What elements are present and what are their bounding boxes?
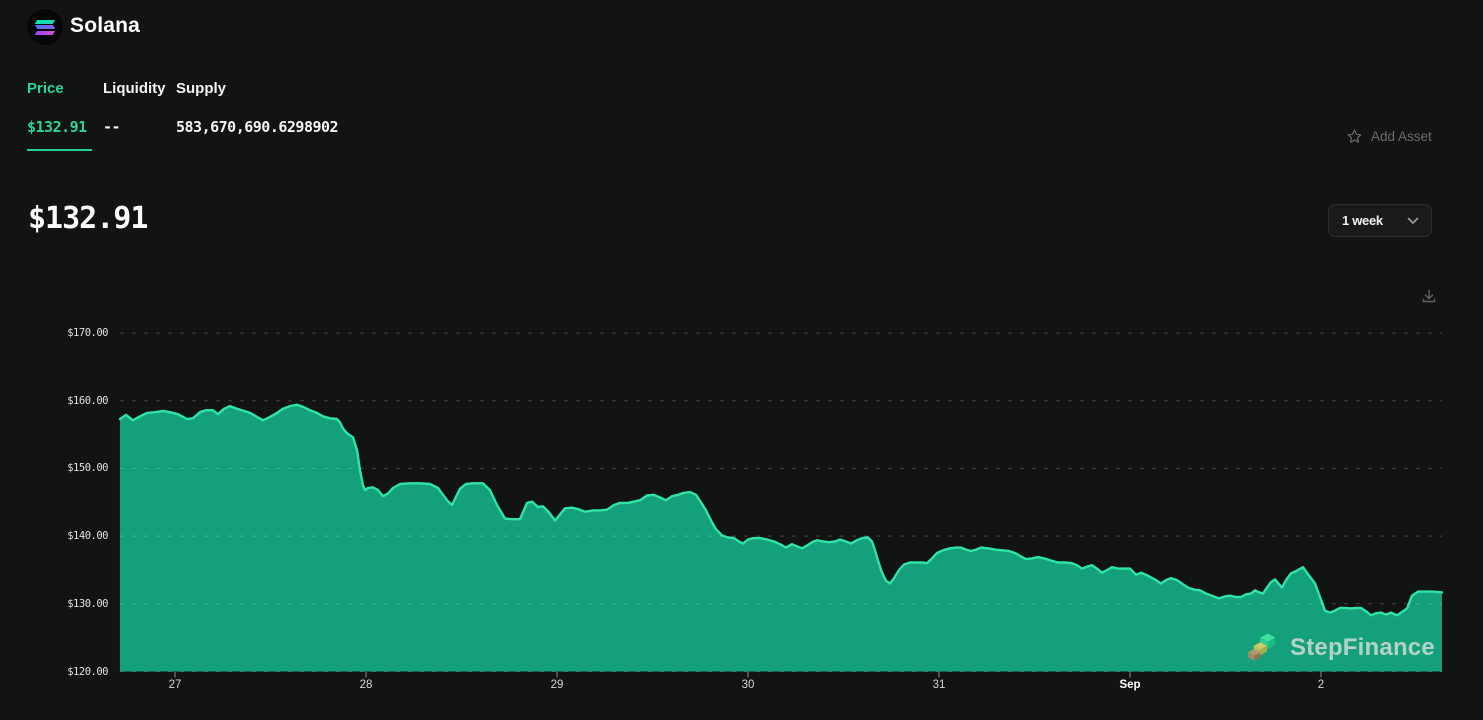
y-axis-label: $120.00 xyxy=(67,665,108,678)
x-axis-label: 29 xyxy=(550,679,564,691)
liquidity-stat-value: -- xyxy=(103,118,121,136)
x-axis-label: 27 xyxy=(168,679,182,691)
download-icon xyxy=(1422,289,1436,303)
time-range-value: 1 week xyxy=(1342,213,1383,228)
stepfinance-watermark: StepFinance xyxy=(1248,630,1435,665)
solana-logo-bar xyxy=(34,25,56,29)
stepfinance-logo-icon xyxy=(1248,633,1276,661)
y-axis-label: $150.00 xyxy=(67,462,108,475)
tab-supply[interactable]: Supply 583,670,690.6298902 xyxy=(176,80,339,136)
add-asset-button[interactable]: Add Asset xyxy=(1346,128,1432,145)
x-axis-label: 28 xyxy=(359,679,373,691)
star-icon xyxy=(1347,129,1362,143)
y-axis-label: $160.00 xyxy=(67,394,108,407)
supply-stat-value: 583,670,690.6298902 xyxy=(176,118,339,136)
time-range-dropdown[interactable]: 1 week xyxy=(1328,204,1432,237)
tab-supply-label: Supply xyxy=(176,80,227,97)
y-axis-label: $130.00 xyxy=(67,597,108,610)
x-axis-label: 30 xyxy=(741,679,755,691)
tab-liquidity[interactable]: Liquidity -- xyxy=(103,80,166,136)
solana-logo-icon xyxy=(27,9,63,45)
download-chart-button[interactable] xyxy=(1420,288,1438,306)
active-tab-underline xyxy=(27,149,92,151)
add-asset-label: Add Asset xyxy=(1371,129,1432,144)
chevron-down-icon xyxy=(1407,217,1419,224)
page-title: Solana xyxy=(70,14,141,37)
y-axis-label: $140.00 xyxy=(67,530,108,543)
tab-liquidity-label: Liquidity xyxy=(103,80,166,97)
stepfinance-brand-text: StepFinance xyxy=(1290,633,1435,661)
current-price: $132.91 xyxy=(28,201,148,236)
solana-logo-bar xyxy=(34,20,56,24)
tab-price[interactable]: Price $132.91 xyxy=(27,80,87,136)
price-stat-value: $132.91 xyxy=(27,118,87,136)
y-axis-label: $170.00 xyxy=(67,327,108,339)
solana-logo-bar xyxy=(34,30,56,35)
x-axis-label: Sep xyxy=(1119,679,1141,691)
price-area-fill xyxy=(120,404,1442,672)
x-axis-label: 2 xyxy=(1317,679,1325,691)
price-line xyxy=(118,403,1444,617)
x-axis-label: 31 xyxy=(932,679,946,691)
tab-price-label: Price xyxy=(27,80,64,97)
